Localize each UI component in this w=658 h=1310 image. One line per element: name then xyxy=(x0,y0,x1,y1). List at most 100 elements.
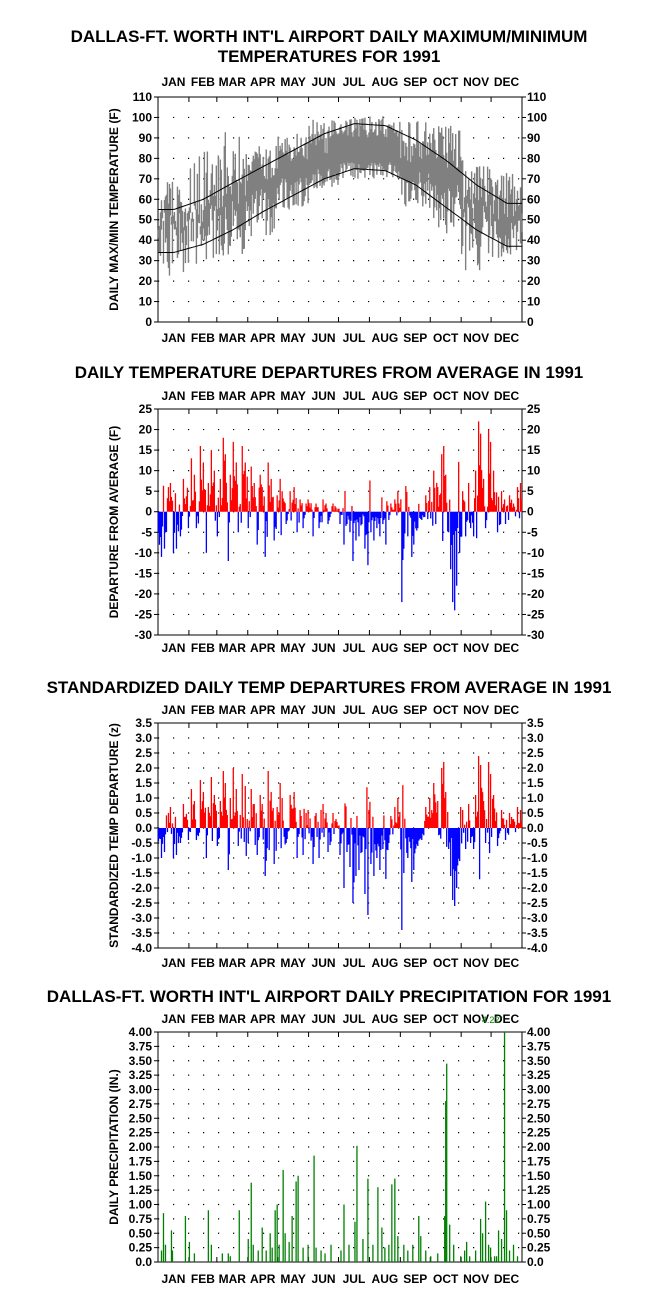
month-label-bottom: FEB xyxy=(191,331,215,345)
y-tick-label-right: 60 xyxy=(527,192,541,206)
y-axis-label: DAILY PRECIPITATION (IN.) xyxy=(107,1069,121,1225)
y-tick-label-left: -25 xyxy=(135,607,153,621)
month-label-top: MAR xyxy=(219,703,247,717)
y-tick-label-left: -3.0 xyxy=(131,911,152,925)
month-label-top: APR xyxy=(250,1012,276,1026)
y-tick-label-right: 1.25 xyxy=(527,1183,551,1197)
month-label-bottom: OCT xyxy=(433,1272,459,1286)
month-label-top: JAN xyxy=(161,389,185,403)
y-tick-label-right: -3.5 xyxy=(527,926,548,940)
y-tick-label-right: -30 xyxy=(527,628,545,642)
y-tick-label-left: 2.75 xyxy=(129,1097,153,1111)
month-label-bottom: JAN xyxy=(161,331,185,345)
month-label-top: DEC xyxy=(494,703,520,717)
month-label-bottom: MAR xyxy=(219,331,247,345)
month-label-top: SEP xyxy=(403,703,427,717)
max-precip-annotation: 4.22" xyxy=(482,1015,503,1025)
y-tick-label-right: 5 xyxy=(527,484,534,498)
month-label-bottom: JUN xyxy=(312,331,336,345)
y-tick-label-left: 0.25 xyxy=(129,1241,153,1255)
month-label-bottom: SEP xyxy=(403,956,427,970)
normal-low-line xyxy=(158,168,522,253)
y-tick-label-right: -3.0 xyxy=(527,911,548,925)
month-label-bottom: JUL xyxy=(343,956,366,970)
y-tick-label-right: 90 xyxy=(527,131,541,145)
y-tick-label-left: 0.50 xyxy=(129,1226,153,1240)
y-tick-label-left: 0.5 xyxy=(135,806,152,820)
y-tick-label-right: 1.0 xyxy=(527,791,544,805)
chart1-title-line2: TEMPERATURES FOR 1991 xyxy=(217,47,441,66)
month-label-bottom: JUN xyxy=(312,956,336,970)
month-label-bottom: JUL xyxy=(343,331,366,345)
y-tick-label-left: 20 xyxy=(139,274,153,288)
y-tick-label-left: -15 xyxy=(135,566,153,580)
y-tick-label-left: 20 xyxy=(139,423,153,437)
y-tick-label-left: 90 xyxy=(139,131,153,145)
y-tick-label-right: 0.75 xyxy=(527,1212,551,1226)
month-label-bottom: FEB xyxy=(191,641,215,655)
y-tick-label-right: 2.50 xyxy=(527,1111,551,1125)
y-tick-label-left: 15 xyxy=(139,443,153,457)
y-tick-label-left: 50 xyxy=(139,213,153,227)
y-tick-label-right: 100 xyxy=(527,110,547,124)
y-tick-label-right: 3.75 xyxy=(527,1039,551,1053)
month-label-bottom: FEB xyxy=(191,1272,215,1286)
month-label-bottom: MAR xyxy=(219,1272,247,1286)
month-label-top: OCT xyxy=(433,389,459,403)
y-tick-label-right: -5 xyxy=(527,525,538,539)
y-tick-label-right: 3.0 xyxy=(527,731,544,745)
month-label-bottom: APR xyxy=(250,956,276,970)
y-tick-label-right: 3.5 xyxy=(527,716,544,730)
y-tick-label-right: 0.0 xyxy=(527,821,544,835)
month-label-bottom: DEC xyxy=(494,956,520,970)
y-tick-label-right: 4.00 xyxy=(527,1025,551,1039)
month-label-top: NOV xyxy=(463,389,489,403)
month-label-top: JAN xyxy=(161,1012,185,1026)
month-label-top: NOV xyxy=(463,703,489,717)
month-label-bottom: JAN xyxy=(161,1272,185,1286)
y-tick-label-left: -1.5 xyxy=(131,866,152,880)
y-tick-label-right: 1.5 xyxy=(527,776,544,790)
y-tick-label-left: 3.50 xyxy=(129,1054,153,1068)
y-tick-label-left: 3.0 xyxy=(135,731,152,745)
y-tick-label-left: 70 xyxy=(139,172,153,186)
y-tick-label-left: -2.0 xyxy=(131,881,152,895)
y-tick-label-right: 40 xyxy=(527,233,541,247)
month-label-bottom: APR xyxy=(250,1272,276,1286)
month-label-bottom: JUN xyxy=(312,641,336,655)
y-tick-label-right: -1.5 xyxy=(527,866,548,880)
y-tick-label-right: 10 xyxy=(527,464,541,478)
month-label-bottom: APR xyxy=(250,641,276,655)
month-label-top: SEP xyxy=(403,1012,427,1026)
month-label-top: JUL xyxy=(343,1012,366,1026)
y-tick-label-left: -10 xyxy=(135,546,153,560)
month-label-bottom: JAN xyxy=(161,956,185,970)
y-tick-label-right: 2.75 xyxy=(527,1097,551,1111)
month-label-bottom: NOV xyxy=(463,641,489,655)
y-tick-label-left: 100 xyxy=(132,110,152,124)
y-tick-label-left: 3.25 xyxy=(129,1068,153,1082)
y-tick-label-right: -0.5 xyxy=(527,836,548,850)
month-label-bottom: SEP xyxy=(403,1272,427,1286)
y-tick-label-left: -0.5 xyxy=(131,836,152,850)
month-label-top: APR xyxy=(250,389,276,403)
y-tick-label-right: 15 xyxy=(527,443,541,457)
month-label-top: OCT xyxy=(433,703,459,717)
y-tick-label-left: 0 xyxy=(145,505,152,519)
y-tick-label-right: 1.50 xyxy=(527,1169,551,1183)
y-tick-label-right: 2.5 xyxy=(527,746,544,760)
y-tick-label-left: -1.0 xyxy=(131,851,152,865)
month-label-top: JUL xyxy=(343,75,366,89)
y-tick-label-right: 80 xyxy=(527,151,541,165)
plot-frame xyxy=(157,1031,523,1263)
y-axis-label: STANDARDIZED TEMP DEPARTURE (z) xyxy=(107,723,121,948)
y-tick-label-right: 0.50 xyxy=(527,1226,551,1240)
y-axis-label: DAILY MAX/MIN TEMPERATURE (F) xyxy=(107,108,121,310)
y-tick-label-left: 4.00 xyxy=(129,1025,153,1039)
y-tick-label-right: 110 xyxy=(527,90,547,104)
y-tick-label-left: -20 xyxy=(135,587,153,601)
y-tick-label-left: 1.75 xyxy=(129,1154,153,1168)
month-label-bottom: JUL xyxy=(343,1272,366,1286)
y-tick-label-left: -30 xyxy=(135,628,153,642)
maxmin-temperature-chart: 0 0 10 10 20 20 30 30 40 40 50 50 60 60 70 70 80 80 90 90 10… xyxy=(107,75,547,345)
